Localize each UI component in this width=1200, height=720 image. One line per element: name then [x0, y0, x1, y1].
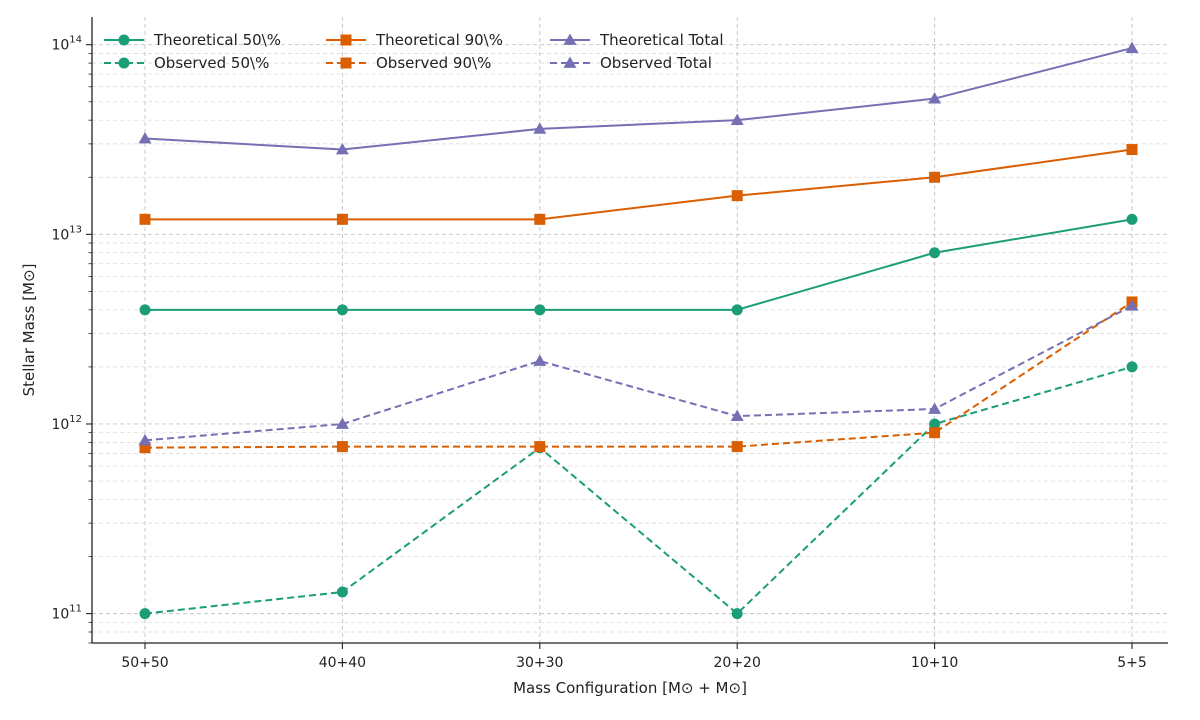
data-point	[336, 586, 348, 598]
legend-entry: Theoretical Total	[550, 31, 724, 49]
series-line	[145, 218, 1133, 311]
data-point	[138, 433, 152, 446]
y-tick-label: 1011	[51, 604, 82, 623]
y-tick-label: 1014	[51, 35, 82, 54]
data-point	[929, 427, 941, 439]
series-line	[144, 304, 1133, 442]
data-point	[139, 608, 151, 620]
legend-entry: Theoretical 50\%	[104, 31, 281, 49]
legend-label: Observed 90\%	[376, 54, 491, 72]
axes	[86, 17, 1168, 649]
x-tick-label: 40+40	[319, 655, 366, 671]
axis-labels: 50+50 40+40 30+30 20+20 10+10 5+5 1011 1012 1013…	[20, 35, 1147, 697]
data-point	[139, 442, 151, 454]
data-point	[138, 132, 152, 144]
y-tick-label: 1013	[51, 224, 82, 243]
data-point	[731, 608, 743, 620]
legend-label: Observed Total	[600, 54, 712, 72]
data-point	[534, 304, 546, 316]
data-point	[1125, 299, 1139, 311]
data-point	[929, 418, 941, 430]
series-0	[139, 213, 1138, 316]
legend-marker	[563, 56, 577, 68]
legend-entry: Observed 90\%	[326, 54, 491, 72]
data-point	[730, 409, 744, 422]
series-1	[139, 361, 1138, 620]
x-tick-label: 30+30	[516, 655, 563, 671]
data-point	[336, 304, 348, 316]
data-point	[731, 441, 743, 453]
x-tick-label: 50+50	[121, 655, 168, 671]
legend-label: Theoretical 50\%	[153, 31, 281, 49]
data-point	[139, 304, 151, 316]
legend-entry: Observed Total	[550, 54, 712, 72]
x-tick-label: 10+10	[911, 655, 958, 671]
legend: Theoretical 50\% Observed 50\% Theoretical…	[104, 31, 724, 72]
series-line	[144, 47, 1133, 151]
x-tick-label: 5+5	[1117, 655, 1147, 671]
data-point	[139, 213, 151, 225]
series-line	[144, 301, 1133, 449]
data-point	[928, 402, 942, 414]
data-point	[335, 417, 349, 429]
legend-label: Theoretical 90\%	[375, 31, 503, 49]
data-point	[1126, 213, 1138, 225]
y-tick-label: 1012	[51, 414, 82, 433]
legend-label: Observed 50\%	[154, 54, 269, 72]
data-point	[1126, 144, 1138, 156]
data-point	[1125, 41, 1139, 53]
data-point	[335, 143, 349, 155]
legend-marker	[340, 57, 352, 69]
series-layer	[138, 41, 1139, 620]
y-axis-label: Stellar Mass [M⊙]	[20, 264, 38, 397]
legend-entry: Observed 50\%	[104, 54, 269, 72]
legend-marker	[118, 57, 130, 69]
series-line	[145, 148, 1133, 221]
data-point	[731, 190, 743, 202]
legend-marker	[563, 33, 577, 45]
data-point	[1126, 361, 1138, 373]
legend-marker	[340, 34, 352, 46]
data-point	[336, 441, 348, 453]
data-point	[929, 171, 941, 183]
data-point	[731, 304, 743, 316]
x-tick-label: 20+20	[714, 655, 761, 671]
data-point	[533, 354, 547, 366]
series-2	[139, 144, 1138, 225]
legend-entry: Theoretical 90\%	[326, 31, 503, 49]
grid	[92, 17, 1168, 644]
data-point	[534, 213, 546, 225]
data-point	[534, 441, 546, 453]
data-point	[929, 247, 941, 259]
data-point	[730, 113, 744, 126]
series-3	[139, 296, 1138, 454]
data-point	[336, 213, 348, 225]
data-point	[533, 122, 547, 134]
series-4	[138, 41, 1139, 155]
series-line	[144, 365, 1133, 615]
series-5	[138, 299, 1139, 446]
data-point	[928, 92, 942, 104]
legend-marker	[118, 34, 130, 46]
legend-label: Theoretical Total	[599, 31, 724, 49]
x-axis-label: Mass Configuration [M⊙ + M⊙]	[513, 679, 747, 697]
